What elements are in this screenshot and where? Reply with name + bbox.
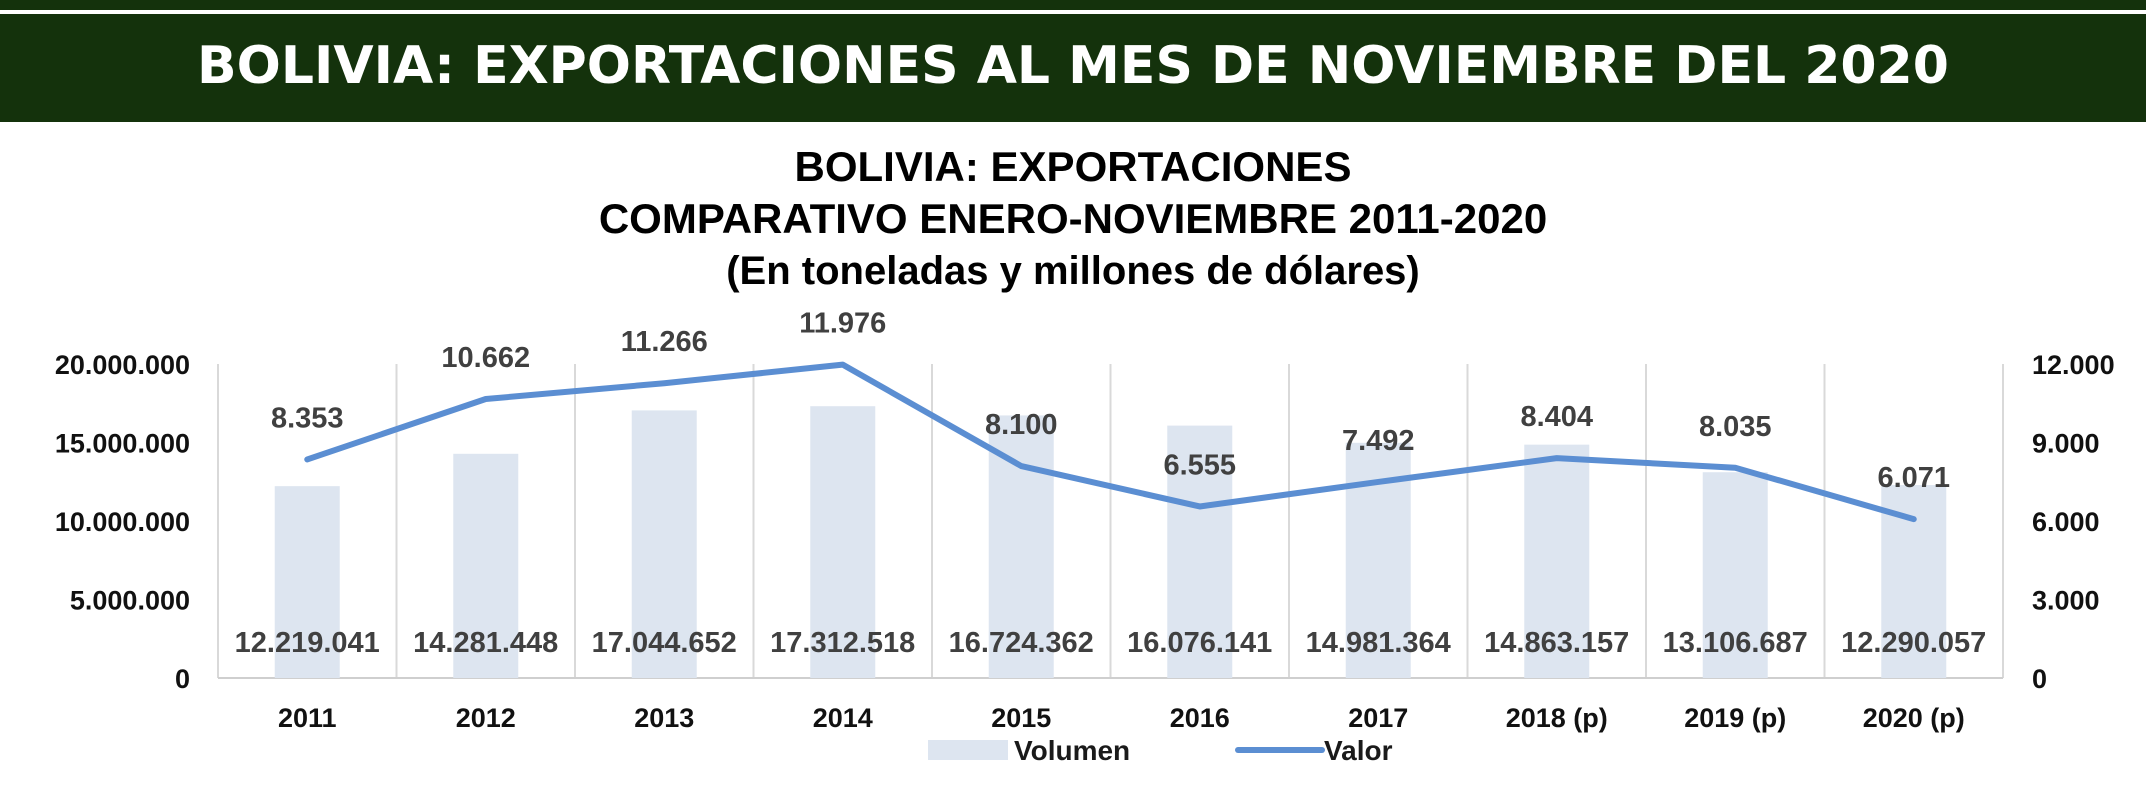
header-banner: BOLIVIA: EXPORTACIONES AL MES DE NOVIEMB… xyxy=(0,0,2146,122)
y-axis-left-tick-label: 15.000.000 xyxy=(55,429,190,459)
y-axis-left-tick-label: 5.000.000 xyxy=(70,586,190,616)
legend-swatch-volumen xyxy=(928,740,1008,760)
chart-title-line-1: BOLIVIA: EXPORTACIONES xyxy=(794,143,1352,190)
line-data-label: 11.976 xyxy=(799,308,886,340)
bar-data-label: 13.106.687 xyxy=(1663,627,1808,659)
bar-volumen xyxy=(1167,425,1233,678)
x-axis-tick-label: 2013 xyxy=(634,703,694,733)
line-data-label: 8.353 xyxy=(271,402,344,434)
line-data-label: 6.555 xyxy=(1163,449,1236,481)
bar-data-label: 12.290.057 xyxy=(1841,627,1986,659)
y-axis-left-tick-label: 0 xyxy=(175,664,190,694)
x-axis-tick-label: 2014 xyxy=(813,703,873,733)
y-axis-right-tick-label: 12.000 xyxy=(2032,350,2115,380)
bar-data-label: 12.219.041 xyxy=(235,627,380,659)
bar-volumen xyxy=(1702,472,1768,678)
line-data-label: 8.100 xyxy=(985,409,1058,441)
bar-data-label: 16.724.362 xyxy=(949,627,1094,659)
x-axis-tick-label: 2017 xyxy=(1348,703,1408,733)
bar-data-label: 16.076.141 xyxy=(1127,627,1272,659)
bar-data-label: 14.281.448 xyxy=(413,627,558,659)
x-axis-tick-label: 2012 xyxy=(456,703,516,733)
y-axis-left-tick-label: 20.000.000 xyxy=(55,350,190,380)
legend-label-volumen: Volumen xyxy=(1014,735,1130,766)
bar-volumen xyxy=(810,406,876,678)
bar-data-label: 17.312.518 xyxy=(770,627,915,659)
page-title: BOLIVIA: EXPORTACIONES AL MES DE NOVIEMB… xyxy=(197,36,1949,96)
line-data-label: 8.035 xyxy=(1699,411,1772,443)
y-axis-left-tick-label: 10.000.000 xyxy=(55,507,190,537)
x-axis-tick-label: 2011 xyxy=(278,703,337,733)
bar-data-label: 14.981.364 xyxy=(1306,627,1451,659)
bar-volumen xyxy=(631,410,697,678)
line-data-label: 6.071 xyxy=(1877,462,1950,494)
line-data-label: 7.492 xyxy=(1342,425,1415,457)
bar-data-label: 14.863.157 xyxy=(1484,627,1629,659)
y-axis-right-tick-label: 9.000 xyxy=(2032,429,2100,459)
x-axis-tick-label: 2020 (p) xyxy=(1863,703,1965,733)
chart-title-line-2: COMPARATIVO ENERO-NOVIEMBRE 2011-2020 xyxy=(598,195,1548,242)
bar-data-label: 17.044.652 xyxy=(592,627,737,659)
banner-rule xyxy=(0,10,2146,14)
chart-title-line-3: (En toneladas y millones de dólares) xyxy=(726,249,1420,293)
bar-volumen xyxy=(274,486,340,678)
legend-label-valor: Valor xyxy=(1324,735,1393,766)
bar-volumen xyxy=(453,453,519,678)
x-axis-tick-label: 2018 (p) xyxy=(1506,703,1608,733)
y-axis-right-tick-label: 0 xyxy=(2032,664,2047,694)
x-axis-tick-label: 2019 (p) xyxy=(1684,703,1786,733)
y-axis-right-tick-label: 6.000 xyxy=(2032,507,2100,537)
bar-volumen xyxy=(988,415,1054,678)
line-valor xyxy=(304,361,1917,523)
line-data-label: 10.662 xyxy=(441,342,530,374)
line-data-label: 8.404 xyxy=(1520,401,1593,433)
line-data-label: 11.266 xyxy=(621,326,708,358)
x-axis-tick-label: 2015 xyxy=(991,703,1051,733)
x-axis-tick-label: 2016 xyxy=(1170,703,1230,733)
y-axis-right-tick-label: 3.000 xyxy=(2032,586,2100,616)
bar-volumen xyxy=(1524,444,1590,678)
